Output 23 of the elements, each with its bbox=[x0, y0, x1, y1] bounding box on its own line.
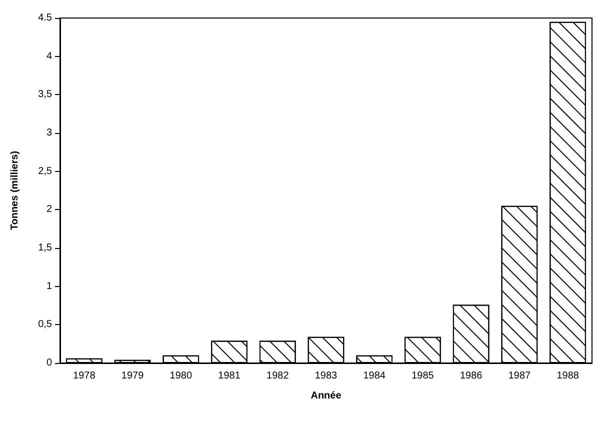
y-tick-label: 2 bbox=[46, 204, 52, 216]
x-tick-label: 1985 bbox=[412, 370, 434, 382]
x-tick-label: 1980 bbox=[170, 370, 192, 382]
x-tick-label: 1987 bbox=[508, 370, 532, 382]
y-tick-label: 4.5 bbox=[38, 12, 52, 24]
y-tick-label: 3 bbox=[46, 128, 52, 138]
y-tick-label: 1,5 bbox=[38, 242, 52, 254]
y-tick-label: 1 bbox=[46, 280, 52, 292]
x-tick-label: 1986 bbox=[460, 370, 483, 382]
y-tick-label: 4 bbox=[46, 50, 52, 62]
y-tick-label: 2,5 bbox=[38, 166, 52, 177]
y-tick-label: 0,5 bbox=[38, 319, 52, 330]
y-axis-title: Tonnes (milliers) bbox=[10, 150, 20, 230]
x-tick-label: 1978 bbox=[73, 370, 96, 382]
y-tick-label: 0 bbox=[46, 358, 52, 368]
x-axis-title: Année bbox=[310, 390, 342, 402]
x-tick-label: 1981 bbox=[218, 370, 241, 382]
x-tick-label: 1988 bbox=[556, 370, 580, 382]
x-tick-label: 1982 bbox=[266, 370, 290, 382]
x-tick-label: 1979 bbox=[121, 370, 144, 382]
y-tick-label: 3,5 bbox=[38, 89, 52, 100]
x-tick-label: 1983 bbox=[314, 370, 338, 382]
x-tick-label: 1984 bbox=[363, 370, 386, 382]
